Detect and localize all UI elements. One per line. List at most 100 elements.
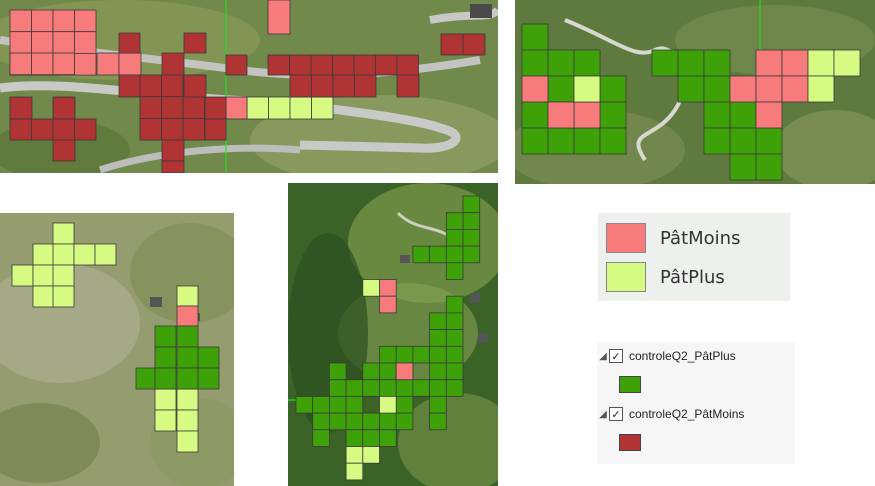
grid-cell-q2-patmoins[interactable]	[161, 118, 184, 141]
grid-cell-q2-patmoins[interactable]	[289, 54, 312, 76]
triangle-down-icon[interactable]: ◢	[599, 350, 607, 362]
grid-cell-q2-patplus[interactable]	[362, 412, 380, 431]
grid-cell-q2-patplus[interactable]	[462, 212, 481, 230]
grid-cell-q2-patplus[interactable]	[521, 127, 549, 155]
grid-cell-q2-patplus[interactable]	[677, 75, 705, 103]
grid-cell-q2-patplus[interactable]	[362, 429, 380, 447]
grid-cell-q2-patplus[interactable]	[429, 245, 447, 264]
grid-cell-patplus[interactable]	[154, 388, 177, 411]
grid-cell-patmoins[interactable]	[781, 75, 809, 103]
grid-cell-patplus[interactable]	[154, 409, 177, 432]
grid-cell-q2-patplus[interactable]	[362, 379, 380, 397]
grid-cell-q2-patplus[interactable]	[429, 329, 447, 347]
grid-cell-q2-patplus[interactable]	[395, 345, 414, 364]
grid-cell-patmoins[interactable]	[729, 75, 757, 103]
grid-cell-q2-patplus[interactable]	[703, 75, 731, 103]
grid-cell-q2-patplus[interactable]	[755, 127, 783, 155]
grid-cell-q2-patmoins[interactable]	[161, 160, 185, 173]
grid-cell-q2-patmoins[interactable]	[267, 54, 290, 76]
grid-cell-patplus[interactable]	[176, 430, 199, 453]
grid-cell-patplus[interactable]	[311, 96, 334, 120]
grid-cell-q2-patplus[interactable]	[445, 362, 464, 381]
grid-cell-patplus[interactable]	[573, 75, 601, 103]
grid-cell-patplus[interactable]	[52, 285, 75, 308]
grid-cell-patplus[interactable]	[807, 75, 835, 103]
grid-cell-q2-patmoins[interactable]	[161, 52, 185, 76]
grid-cell-q2-patmoins[interactable]	[396, 74, 420, 98]
grid-cell-q2-patplus[interactable]	[176, 346, 199, 369]
grid-cell-patmoins[interactable]	[573, 101, 601, 129]
grid-cell-q2-patplus[interactable]	[429, 412, 447, 431]
grid-cell-patplus[interactable]	[52, 243, 75, 266]
grid-cell-q2-patplus[interactable]	[445, 329, 464, 347]
grid-cell-q2-patplus[interactable]	[176, 325, 199, 348]
grid-cell-patmoins[interactable]	[755, 49, 783, 77]
layer-checkbox[interactable]: ✓	[609, 349, 623, 363]
grid-cell-q2-patplus[interactable]	[429, 312, 447, 330]
grid-cell-q2-patplus[interactable]	[703, 127, 731, 155]
grid-cell-patplus[interactable]	[176, 285, 199, 307]
grid-cell-q2-patplus[interactable]	[379, 379, 397, 397]
grid-cell-q2-patplus[interactable]	[329, 379, 347, 397]
grid-cell-patmoins[interactable]	[225, 96, 248, 120]
grid-cell-q2-patmoins[interactable]	[353, 54, 376, 76]
grid-cell-q2-patmoins[interactable]	[462, 33, 486, 56]
grid-cell-patmoins[interactable]	[547, 101, 575, 129]
grid-cell-patmoins[interactable]	[9, 31, 32, 54]
grid-cell-q2-patplus[interactable]	[703, 49, 731, 77]
grid-cell-q2-patmoins[interactable]	[52, 96, 76, 120]
grid-cell-patplus[interactable]	[11, 264, 34, 287]
grid-cell-patplus[interactable]	[345, 446, 364, 464]
grid-cell-q2-patplus[interactable]	[573, 127, 601, 155]
grid-cell-q2-patplus[interactable]	[521, 49, 549, 77]
grid-cell-q2-patmoins[interactable]	[311, 74, 334, 98]
grid-cell-q2-patplus[interactable]	[154, 367, 177, 390]
grid-cell-q2-patplus[interactable]	[345, 429, 364, 447]
grid-cell-patplus[interactable]	[268, 96, 291, 120]
grid-cell-q2-patplus[interactable]	[429, 345, 447, 364]
grid-cell-q2-patplus[interactable]	[521, 23, 549, 51]
grid-cell-patplus[interactable]	[807, 49, 835, 77]
grid-cell-q2-patmoins[interactable]	[182, 96, 205, 119]
grid-cell-patmoins[interactable]	[52, 9, 75, 33]
grid-cell-q2-patplus[interactable]	[197, 346, 220, 369]
grid-cell-q2-patplus[interactable]	[329, 395, 347, 414]
grid-cell-patmoins[interactable]	[118, 52, 142, 76]
grid-cell-patmoins[interactable]	[395, 362, 414, 381]
grid-cell-q2-patplus[interactable]	[429, 362, 447, 381]
grid-cell-patplus[interactable]	[32, 243, 55, 266]
grid-cell-q2-patmoins[interactable]	[289, 74, 312, 98]
grid-cell-q2-patplus[interactable]	[729, 153, 757, 181]
layer-row-patplus[interactable]: ◢ ✓ controleQ2_PâtPlus	[597, 346, 736, 366]
grid-cell-q2-patmoins[interactable]	[332, 54, 355, 76]
grid-cell-q2-patmoins[interactable]	[161, 74, 184, 98]
grid-cell-q2-patplus[interactable]	[445, 295, 464, 314]
grid-cell-patplus[interactable]	[176, 388, 199, 411]
grid-cell-q2-patplus[interactable]	[154, 346, 177, 369]
grid-cell-q2-patmoins[interactable]	[9, 118, 32, 141]
grid-cell-patplus[interactable]	[73, 243, 96, 266]
grid-cell-q2-patplus[interactable]	[312, 412, 330, 431]
grid-cell-patplus[interactable]	[32, 285, 55, 308]
grid-cell-patmoins[interactable]	[781, 49, 809, 77]
triangle-down-icon[interactable]: ◢	[599, 408, 607, 420]
grid-cell-q2-patplus[interactable]	[312, 395, 330, 414]
grid-cell-q2-patplus[interactable]	[599, 127, 627, 155]
grid-cell-q2-patmoins[interactable]	[182, 118, 205, 141]
grid-cell-patmoins[interactable]	[267, 0, 291, 35]
grid-cell-q2-patplus[interactable]	[462, 195, 481, 214]
grid-cell-q2-patmoins[interactable]	[204, 96, 227, 120]
grid-cell-patplus[interactable]	[289, 96, 312, 120]
grid-cell-q2-patplus[interactable]	[197, 367, 220, 390]
grid-cell-patmoins[interactable]	[176, 305, 199, 327]
grid-cell-q2-patplus[interactable]	[362, 362, 380, 381]
grid-cell-q2-patplus[interactable]	[412, 345, 431, 364]
grid-cell-patplus[interactable]	[32, 264, 55, 287]
grid-cell-q2-patplus[interactable]	[445, 312, 464, 330]
map-panel-bottom-left[interactable]	[0, 213, 234, 486]
grid-cell-q2-patmoins[interactable]	[31, 118, 54, 141]
grid-cell-patplus[interactable]	[94, 243, 117, 266]
grid-cell-q2-patplus[interactable]	[445, 262, 464, 280]
grid-cell-q2-patplus[interactable]	[135, 367, 158, 390]
grid-cell-q2-patplus[interactable]	[755, 153, 783, 181]
